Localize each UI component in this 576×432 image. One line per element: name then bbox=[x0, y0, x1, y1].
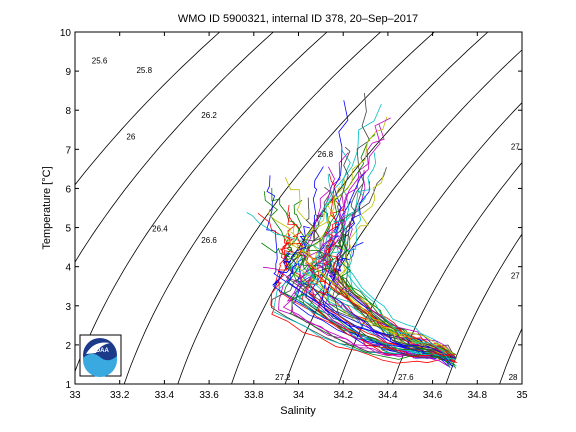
profile-line bbox=[272, 103, 456, 360]
x-tick-label: 33.2 bbox=[110, 390, 130, 401]
x-tick-label: 33.6 bbox=[199, 390, 219, 401]
profile-line bbox=[316, 123, 455, 357]
x-tick-label: 33 bbox=[69, 390, 81, 401]
profile-line bbox=[345, 152, 450, 361]
contour-label: 26.6 bbox=[201, 236, 217, 245]
y-tick-label: 9 bbox=[65, 67, 71, 78]
x-tick-label: 34.2 bbox=[333, 390, 353, 401]
y-tick-label: 4 bbox=[65, 263, 71, 274]
x-tick-label: 34 bbox=[293, 390, 305, 401]
contour-label: 25.8 bbox=[136, 66, 152, 75]
profile-line bbox=[298, 246, 456, 361]
density-contour bbox=[445, 233, 522, 384]
contour-label: 26.2 bbox=[201, 111, 217, 120]
contour-label: 25.6 bbox=[92, 56, 108, 65]
density-contour bbox=[284, 49, 522, 384]
contour-label: 26.4 bbox=[152, 224, 168, 233]
profile-line bbox=[306, 210, 457, 359]
noaa-logo: NOAA bbox=[79, 334, 122, 377]
y-tick-label: 6 bbox=[65, 184, 71, 195]
profile-line bbox=[294, 116, 453, 360]
contour-label: 28 bbox=[509, 373, 518, 382]
contour-label: 27.2 bbox=[275, 373, 291, 382]
x-tick-label: 34.4 bbox=[378, 390, 398, 401]
contour-label: 26.8 bbox=[318, 150, 334, 159]
contour-label: 26 bbox=[126, 133, 135, 142]
y-tick-label: 3 bbox=[65, 302, 71, 313]
profile-line bbox=[288, 234, 453, 360]
profile-line bbox=[305, 197, 451, 360]
noaa-logo-text: NOAA bbox=[91, 348, 109, 354]
x-tick-label: 33.8 bbox=[244, 390, 264, 401]
y-tick-label: 7 bbox=[65, 145, 71, 156]
density-contour bbox=[75, 32, 220, 186]
contour-label: 27 bbox=[511, 271, 520, 280]
y-axis-label: Temperature [°C] bbox=[41, 166, 53, 249]
density-contour-labels: 25.6 25.8 26 26.2 26.4 26.6 26.8 27 27 27.2 27.6 28 bbox=[92, 56, 520, 382]
density-contour bbox=[338, 102, 522, 384]
profile-line bbox=[286, 225, 456, 359]
y-tick-label: 2 bbox=[65, 341, 71, 352]
x-axis-label: Salinity bbox=[280, 405, 316, 417]
profile-line bbox=[285, 213, 457, 359]
x-tick-label: 35 bbox=[516, 390, 528, 401]
y-tick-label: 10 bbox=[60, 28, 72, 39]
contour-label: 27.6 bbox=[398, 373, 414, 382]
profile-lines bbox=[246, 92, 458, 369]
contour-label: 27 bbox=[511, 142, 520, 151]
density-contour bbox=[75, 32, 328, 373]
noaa-logo-wave bbox=[83, 353, 117, 377]
y-tick-label: 1 bbox=[65, 380, 71, 391]
density-contour bbox=[392, 161, 522, 384]
profile-line bbox=[290, 262, 454, 360]
profile-line bbox=[340, 213, 450, 367]
y-axis-ticks: 1 2 3 4 5 6 7 8 9 10 bbox=[60, 28, 522, 391]
x-tick-label: 34.8 bbox=[468, 390, 488, 401]
profile-line bbox=[287, 212, 453, 359]
profile-line bbox=[246, 212, 451, 359]
profile-line bbox=[290, 225, 456, 356]
x-axis-ticks: 33 33.2 33.4 33.6 33.8 34 34.2 34.4 34.6 34.8 35 bbox=[69, 32, 528, 401]
density-contour bbox=[123, 32, 381, 384]
profile-line bbox=[317, 239, 456, 357]
density-contour bbox=[499, 327, 522, 384]
profile-line bbox=[295, 187, 450, 360]
profile-line bbox=[304, 117, 449, 367]
profile-line bbox=[272, 252, 454, 368]
density-contours bbox=[75, 32, 576, 384]
density-contour bbox=[75, 32, 274, 263]
x-tick-label: 34.6 bbox=[423, 390, 443, 401]
y-tick-label: 8 bbox=[65, 106, 71, 117]
x-tick-label: 33.4 bbox=[155, 390, 175, 401]
profile-line bbox=[334, 146, 454, 359]
y-tick-label: 5 bbox=[65, 224, 71, 235]
profile-line bbox=[266, 175, 456, 360]
chart-title: WMO ID 5900321, internal ID 378, 20–Sep–… bbox=[178, 13, 418, 25]
density-contour bbox=[553, 32, 576, 384]
profile-line bbox=[268, 209, 452, 364]
